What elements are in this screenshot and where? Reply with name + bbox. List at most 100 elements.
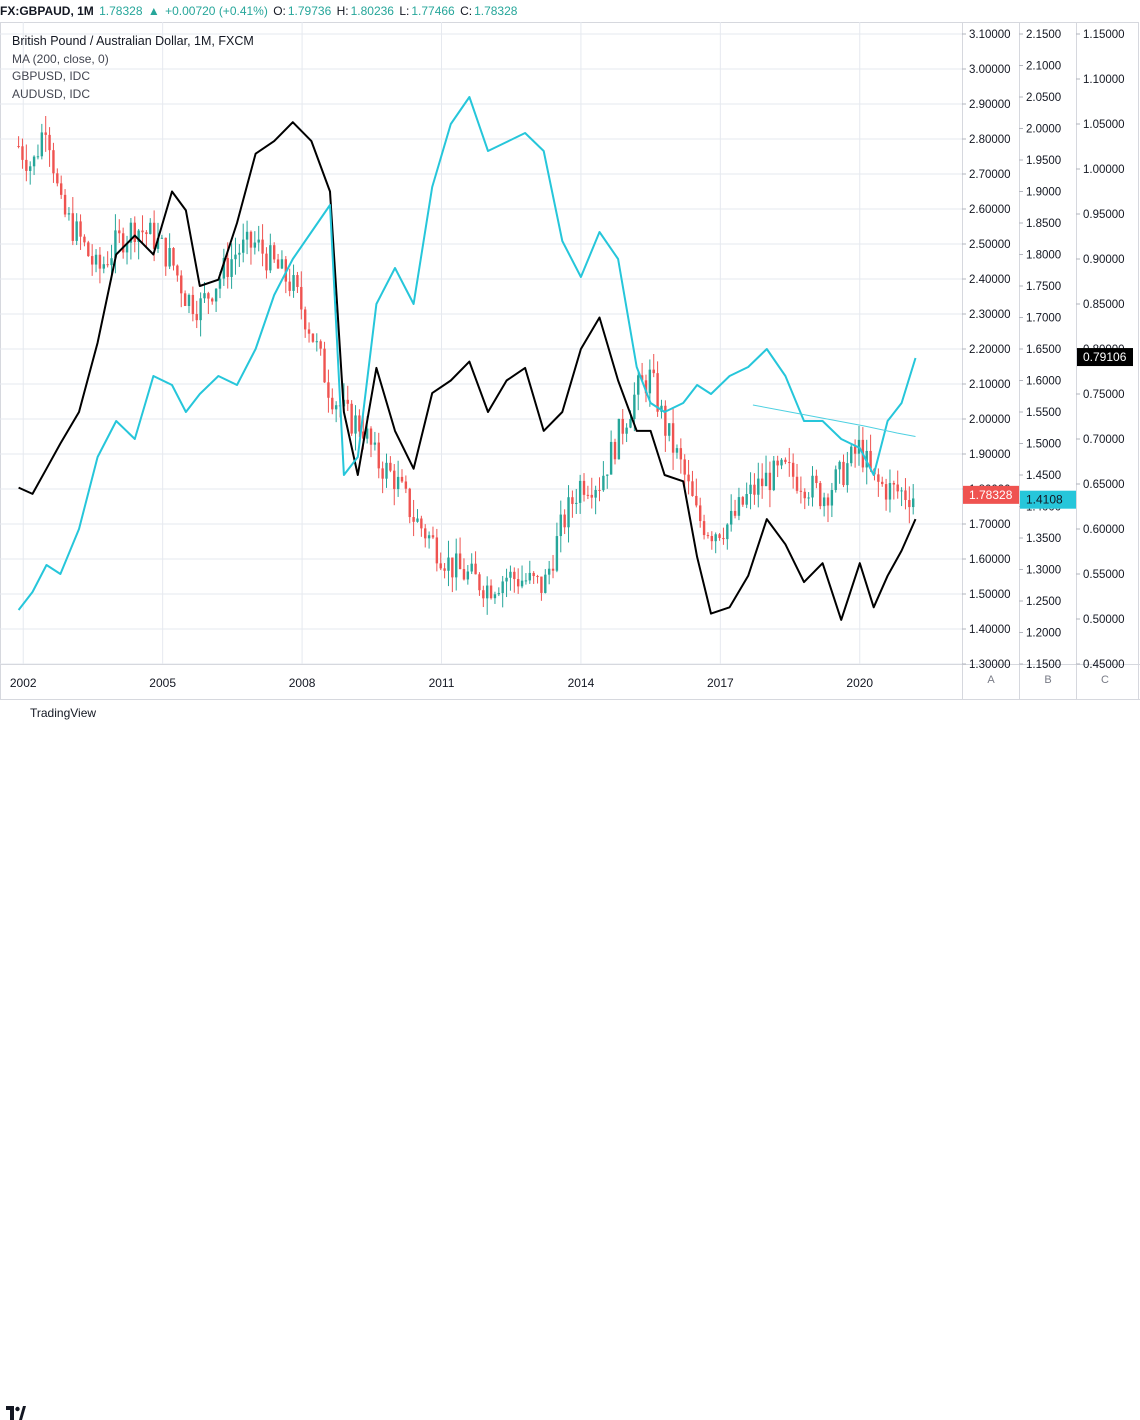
chart-frame [0,22,1139,700]
candle-body [149,222,152,235]
candle-body [613,441,617,460]
legend-ma[interactable]: MA (200, close, 0) [12,51,109,66]
candle-body [276,259,280,269]
y-tick-label: 2.10000 [969,379,1011,391]
candle-body [912,498,915,508]
candle-body [470,563,473,572]
candle-body [207,293,210,299]
y-tick-label: 3.10000 [969,29,1011,41]
candle-body [447,557,450,571]
candle-body [784,459,787,463]
y-tick-label: 2.60000 [969,204,1011,216]
candle-body [621,418,624,434]
candle-body [617,418,621,460]
candle-body [381,468,384,479]
candle-body [17,146,20,147]
candle-body [822,497,826,507]
candle-body [489,585,493,599]
candle-body [702,521,706,536]
y-tick-label: 1.05000 [1083,119,1125,131]
candle-body [780,459,783,466]
candle-body [145,232,148,235]
candle-body [853,446,857,454]
candle-body [29,166,32,171]
candle-body [412,517,415,522]
y-tick-label: 2.0000 [1026,124,1061,136]
candle-body [180,275,183,294]
legend-main-title[interactable]: British Pound / Australian Dollar, 1M, F… [12,34,254,48]
candle-body [288,281,291,291]
price-axes[interactable]: 1.30000 1.40000 1.50000 1.60000 1.70000 1.800… [0,22,1140,700]
candle-body [327,382,330,398]
candle-body [698,505,702,522]
candle-body [478,574,481,591]
candle-body [633,394,636,419]
tradingview-logo-icon[interactable] [6,1406,26,1420]
candle-body [830,490,834,506]
candle-body [187,294,191,307]
candle-body [265,253,268,271]
candle-body [908,500,911,508]
candle-body [396,476,400,490]
candle-body [462,569,466,580]
candle-body [191,294,195,315]
time-axis[interactable]: 2002 2005 2008 2011 2014 2017 2020 A B C [10,674,1109,690]
tradingview-logo-text[interactable]: TradingView [30,706,97,720]
candle-body [733,510,737,516]
y-tick-label: 1.00000 [1083,164,1125,176]
candle-body [439,563,442,569]
price-tag-gbpaud: 1.78328 [969,488,1013,502]
candle-body [710,535,714,542]
candle-body [729,510,733,525]
candle-body [346,399,349,404]
y-tick-label: 1.90000 [969,449,1011,461]
ohlc-high-label: H: [336,4,349,18]
candle-body [803,491,806,499]
candle-body [846,463,849,486]
candle-body [609,441,613,475]
candle-body [272,245,276,260]
symbol-name[interactable]: FX:GBPAUD, 1M [0,4,94,18]
y-tick-label: 2.20000 [969,344,1011,356]
candle-body [67,213,71,215]
candle-body [83,236,86,243]
candle-body [625,427,628,434]
candle-body [834,469,837,491]
candle-body [575,502,578,504]
candle-body [509,571,512,578]
candle-body [516,579,520,587]
candle-body [656,373,659,412]
candle-body [75,221,78,241]
candle-body [586,494,590,496]
x-tick-label: 2014 [568,676,595,690]
candle-body [121,233,125,253]
y-tick-label: 2.40000 [969,274,1011,286]
candle-body [795,476,799,491]
price-chart[interactable]: 1.30000 1.40000 1.50000 1.60000 1.70000 1.800… [0,0,1140,700]
candle-body [532,572,535,577]
candle-body [714,534,717,542]
legend-audusd[interactable]: AUDUSD, IDC [12,86,91,101]
candle-body [679,448,683,460]
price-tag-audusd: 1.4108 [1026,493,1063,507]
candle-body [59,183,63,195]
candle-body [559,514,562,537]
candle-body [807,497,810,499]
x-tick-label: 2002 [10,676,37,690]
y-tick-label: 1.9000 [1026,187,1061,199]
price-tags: 1.78328 1.4108 0.79106 [963,348,1133,509]
y-tick-label: 0.50000 [1083,614,1125,626]
y-tick-label: 2.70000 [969,169,1011,181]
candle-body [257,239,260,243]
candle-body [640,375,644,381]
ohlc-low-value: 1.77466 [411,4,455,18]
candle-body [63,194,67,215]
candle-body [350,403,353,434]
candle-body [644,380,648,394]
candle-body [242,239,245,253]
candle-body [485,585,489,599]
scale-label-a: A [987,674,995,686]
candle-body [52,150,55,174]
candle-body [408,488,411,518]
legend-gbpusd[interactable]: GBPUSD, IDC [12,69,91,83]
